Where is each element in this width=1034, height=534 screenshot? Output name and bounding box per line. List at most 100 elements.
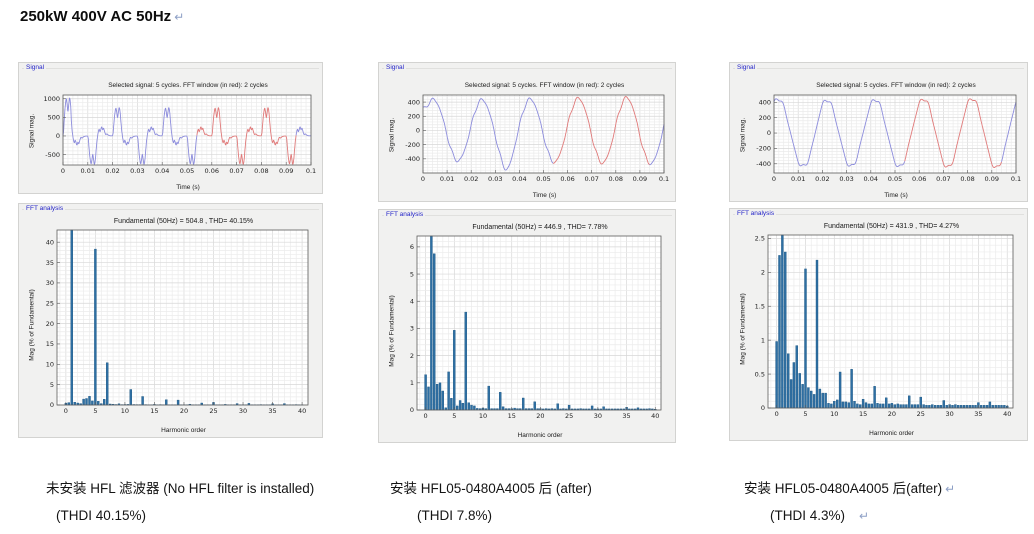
x-axis-label: Time (s) — [532, 192, 557, 199]
y-axis-label: Mag (% of Fundamental) — [388, 294, 396, 367]
y-axis-label: Mag (% of Fundamental) — [739, 293, 747, 365]
paragraph-mark: ↵ — [859, 509, 870, 523]
svg-text:0.1: 0.1 — [306, 167, 316, 175]
svg-text:2.5: 2.5 — [755, 235, 765, 243]
signal-waveform-chart: 0 0.01 0.02 0.03 0.04 0.05 0.06 0.07 0.08 0.09 0.1… — [43, 94, 316, 175]
svg-text:35: 35 — [974, 410, 982, 418]
svg-text:0.03: 0.03 — [488, 175, 502, 183]
svg-text:0.02: 0.02 — [464, 175, 478, 183]
svg-text:0: 0 — [416, 127, 420, 135]
svg-text:35: 35 — [46, 259, 54, 267]
svg-text:0: 0 — [761, 404, 765, 412]
svg-text:10: 10 — [121, 407, 129, 415]
svg-text:0: 0 — [421, 175, 425, 183]
svg-text:0.03: 0.03 — [130, 167, 144, 175]
svg-text:15: 15 — [508, 412, 516, 420]
svg-text:20: 20 — [888, 410, 896, 418]
svg-text:1.5: 1.5 — [755, 302, 765, 310]
svg-text:4: 4 — [410, 297, 414, 305]
svg-text:0: 0 — [61, 167, 65, 175]
svg-text:1: 1 — [410, 379, 414, 387]
x-axis-label: Harmonic order — [517, 432, 563, 439]
x-axis-label: Harmonic order — [869, 430, 914, 437]
caption-no-filter-line2: (THDI 40.15%) — [56, 508, 149, 523]
x-axis-label: Time (s) — [176, 184, 200, 191]
caption-filter2-line2: (THDI 4.3%) ↵ — [770, 508, 869, 523]
caption-filter2-line1: 安装 HFL05-0480A4005 后(after) ↵ — [744, 477, 955, 497]
fft-spectrum-chart: 0 5 10 15 20 25 30 35 40 0 0.5 1 1.5 2 2.5 — [755, 235, 1014, 418]
svg-text:500: 500 — [48, 114, 60, 122]
y-axis-label: Signal mag. — [28, 113, 36, 148]
svg-text:10: 10 — [46, 361, 54, 369]
panel-frame-label: Signal — [384, 63, 407, 73]
svg-text:0.04: 0.04 — [864, 175, 878, 183]
y-axis-label: Signal mag. — [739, 117, 747, 152]
svg-text:3: 3 — [410, 325, 414, 333]
svg-text:10: 10 — [830, 410, 838, 418]
page-title: 250kW 400V AC 50Hz ↵ — [20, 8, 184, 25]
svg-text:5: 5 — [452, 412, 456, 420]
svg-text:5: 5 — [93, 407, 97, 415]
svg-text:200: 200 — [759, 114, 771, 122]
svg-text:0.07: 0.07 — [229, 167, 243, 175]
svg-text:25: 25 — [46, 299, 54, 307]
svg-text:-400: -400 — [405, 155, 420, 163]
svg-text:-400: -400 — [756, 160, 771, 168]
panel-frame-label: FFT analysis — [384, 210, 426, 220]
caption-text: (THDI 40.15%) — [56, 508, 147, 523]
panel-frame-label: Signal — [24, 63, 47, 73]
svg-text:0: 0 — [410, 406, 414, 414]
svg-text:0.07: 0.07 — [936, 175, 950, 183]
plot-title: Fundamental (50Hz) = 504.8 , THD= 40.15% — [113, 218, 254, 225]
svg-text:20: 20 — [46, 320, 54, 328]
svg-text:0.09: 0.09 — [279, 167, 293, 175]
panel-frame-label: Signal — [735, 63, 758, 73]
svg-text:25: 25 — [565, 412, 573, 420]
svg-text:0.02: 0.02 — [815, 175, 829, 183]
svg-text:35: 35 — [268, 407, 276, 415]
svg-text:200: 200 — [408, 112, 420, 120]
svg-text:25: 25 — [209, 407, 217, 415]
page-title-text: 250kW 400V AC 50Hz — [20, 8, 172, 25]
svg-text:20: 20 — [536, 412, 544, 420]
svg-text:0: 0 — [772, 175, 776, 183]
svg-text:40: 40 — [46, 238, 54, 246]
svg-text:400: 400 — [759, 99, 771, 107]
svg-text:0.02: 0.02 — [105, 167, 119, 175]
svg-text:-200: -200 — [756, 145, 771, 153]
signal-panel-with-filter-2: 0 0.01 0.02 0.03 0.04 0.05 0.06 0.07 0.08 0.09 0.1… — [729, 62, 1028, 202]
svg-text:0: 0 — [64, 407, 68, 415]
svg-text:2: 2 — [410, 352, 414, 360]
svg-text:10: 10 — [479, 412, 487, 420]
caption-no-filter-line1: 未安装 HFL 滤波器 (No HFL filter is installed) — [46, 477, 317, 497]
svg-text:0.08: 0.08 — [609, 175, 623, 183]
svg-text:0.01: 0.01 — [791, 175, 805, 183]
svg-text:15: 15 — [150, 407, 158, 415]
fft-panel-with-filter-1: 0 5 10 15 20 25 30 35 40 0 1 2 3 4 5 6 FFT analysis Fun… — [378, 209, 676, 443]
svg-text:1000: 1000 — [43, 95, 60, 103]
panel-frame-label: FFT analysis — [24, 204, 66, 214]
svg-text:20: 20 — [180, 407, 188, 415]
svg-text:0: 0 — [56, 132, 60, 140]
svg-text:1: 1 — [761, 336, 765, 344]
y-axis-label: Mag (% of Fundamental) — [28, 289, 36, 361]
svg-text:35: 35 — [622, 412, 630, 420]
svg-text:0.01: 0.01 — [81, 167, 95, 175]
svg-text:0.06: 0.06 — [560, 175, 574, 183]
signal-waveform-chart: 0 0.01 0.02 0.03 0.04 0.05 0.06 0.07 0.08 0.09 0.1… — [756, 94, 1021, 183]
fft-spectrum-chart: 0 5 10 15 20 25 30 35 40 0 1 2 3 4 5 6 — [410, 235, 662, 420]
svg-text:0.07: 0.07 — [584, 175, 598, 183]
svg-text:0.5: 0.5 — [755, 370, 765, 378]
svg-text:0.05: 0.05 — [536, 175, 550, 183]
svg-text:0.01: 0.01 — [440, 175, 454, 183]
svg-text:40: 40 — [651, 412, 659, 420]
signal-waveform-chart: 0 0.01 0.02 0.03 0.04 0.05 0.06 0.07 0.08 0.09 0.1… — [405, 94, 669, 183]
y-axis-label: Signal mag. — [388, 117, 396, 152]
plot-title: Selected signal: 5 cycles. FFT window (i… — [464, 82, 625, 89]
caption-text: 安装 HFL05-0480A4005 后(after) — [744, 481, 943, 496]
caption-filter1-line2: (THDI 7.8%) — [417, 508, 495, 523]
svg-text:0: 0 — [50, 401, 54, 409]
fft-panel-with-filter-2: 0 5 10 15 20 25 30 35 40 0 0.5 1 1.5 2 2.5 FFT analysi… — [729, 208, 1028, 441]
svg-text:0.1: 0.1 — [659, 175, 669, 183]
